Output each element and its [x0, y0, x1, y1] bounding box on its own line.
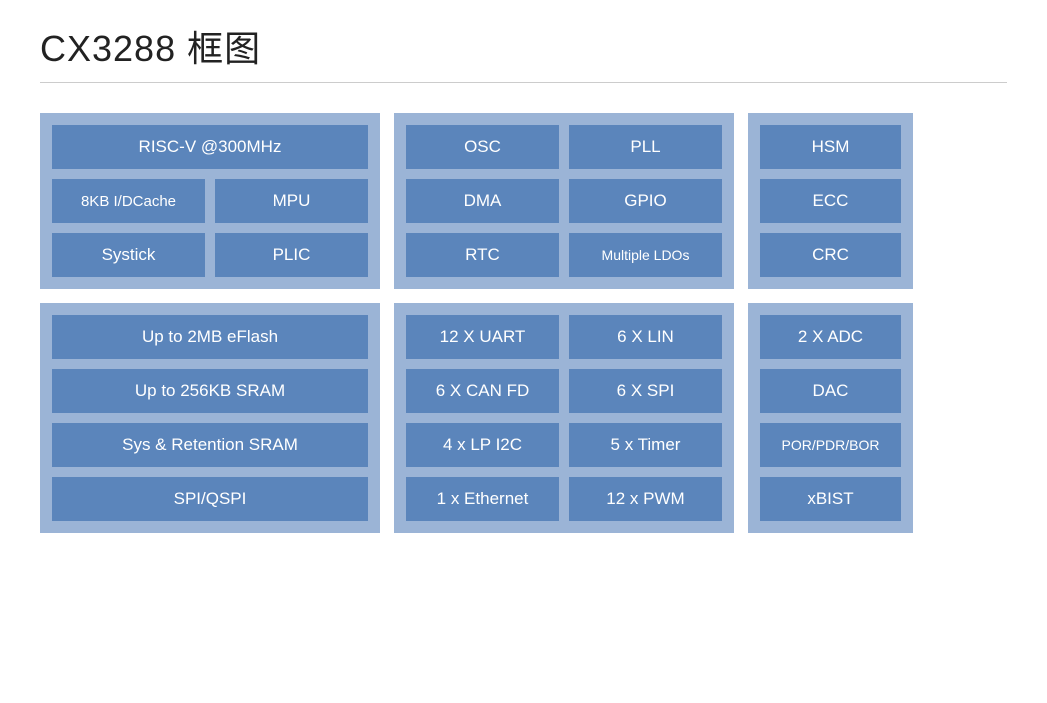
block-systick: Systick: [52, 233, 205, 277]
block-timer: 5 x Timer: [569, 423, 722, 467]
block-retention-sram: Sys & Retention SRAM: [52, 423, 368, 467]
panel-analog: 2 X ADC DAC POR/PDR/BOR xBIST: [748, 303, 913, 533]
diagram-grid: RISC-V @300MHz 8KB I/DCache MPU Systick …: [40, 113, 1007, 533]
block-gpio: GPIO: [569, 179, 722, 223]
title-divider: [40, 82, 1007, 83]
block-xbist: xBIST: [760, 477, 901, 521]
block-sram: Up to 256KB SRAM: [52, 369, 368, 413]
block-por: POR/PDR/BOR: [760, 423, 901, 467]
block-lin: 6 X LIN: [569, 315, 722, 359]
block-pll: PLL: [569, 125, 722, 169]
block-hsm: HSM: [760, 125, 901, 169]
block-ecc: ECC: [760, 179, 901, 223]
block-risc-v: RISC-V @300MHz: [52, 125, 368, 169]
block-osc: OSC: [406, 125, 559, 169]
panel-memory: Up to 2MB eFlash Up to 256KB SRAM Sys & …: [40, 303, 380, 533]
block-eflash: Up to 2MB eFlash: [52, 315, 368, 359]
block-mpu: MPU: [215, 179, 368, 223]
block-ethernet: 1 x Ethernet: [406, 477, 559, 521]
block-crc: CRC: [760, 233, 901, 277]
block-i2c: 4 x LP I2C: [406, 423, 559, 467]
block-plic: PLIC: [215, 233, 368, 277]
block-cache: 8KB I/DCache: [52, 179, 205, 223]
page: CX3288 框图 RISC-V @300MHz 8KB I/DCache MP…: [0, 0, 1047, 563]
page-title: CX3288 框图: [40, 20, 1007, 72]
block-dac: DAC: [760, 369, 901, 413]
block-spi: 6 X SPI: [569, 369, 722, 413]
block-pwm: 12 x PWM: [569, 477, 722, 521]
panel-security: HSM ECC CRC: [748, 113, 913, 289]
top-row: RISC-V @300MHz 8KB I/DCache MPU Systick …: [40, 113, 1007, 289]
block-adc: 2 X ADC: [760, 315, 901, 359]
block-canfd: 6 X CAN FD: [406, 369, 559, 413]
block-dma: DMA: [406, 179, 559, 223]
bottom-row: Up to 2MB eFlash Up to 256KB SRAM Sys & …: [40, 303, 1007, 533]
panel-core: RISC-V @300MHz 8KB I/DCache MPU Systick …: [40, 113, 380, 289]
block-uart: 12 X UART: [406, 315, 559, 359]
block-ldos: Multiple LDOs: [569, 233, 722, 277]
panel-peripherals: 12 X UART 6 X LIN 6 X CAN FD 6 X SPI 4 x…: [394, 303, 734, 533]
block-rtc: RTC: [406, 233, 559, 277]
block-spi-qspi: SPI/QSPI: [52, 477, 368, 521]
panel-system: OSC PLL DMA GPIO RTC Multiple LDOs: [394, 113, 734, 289]
